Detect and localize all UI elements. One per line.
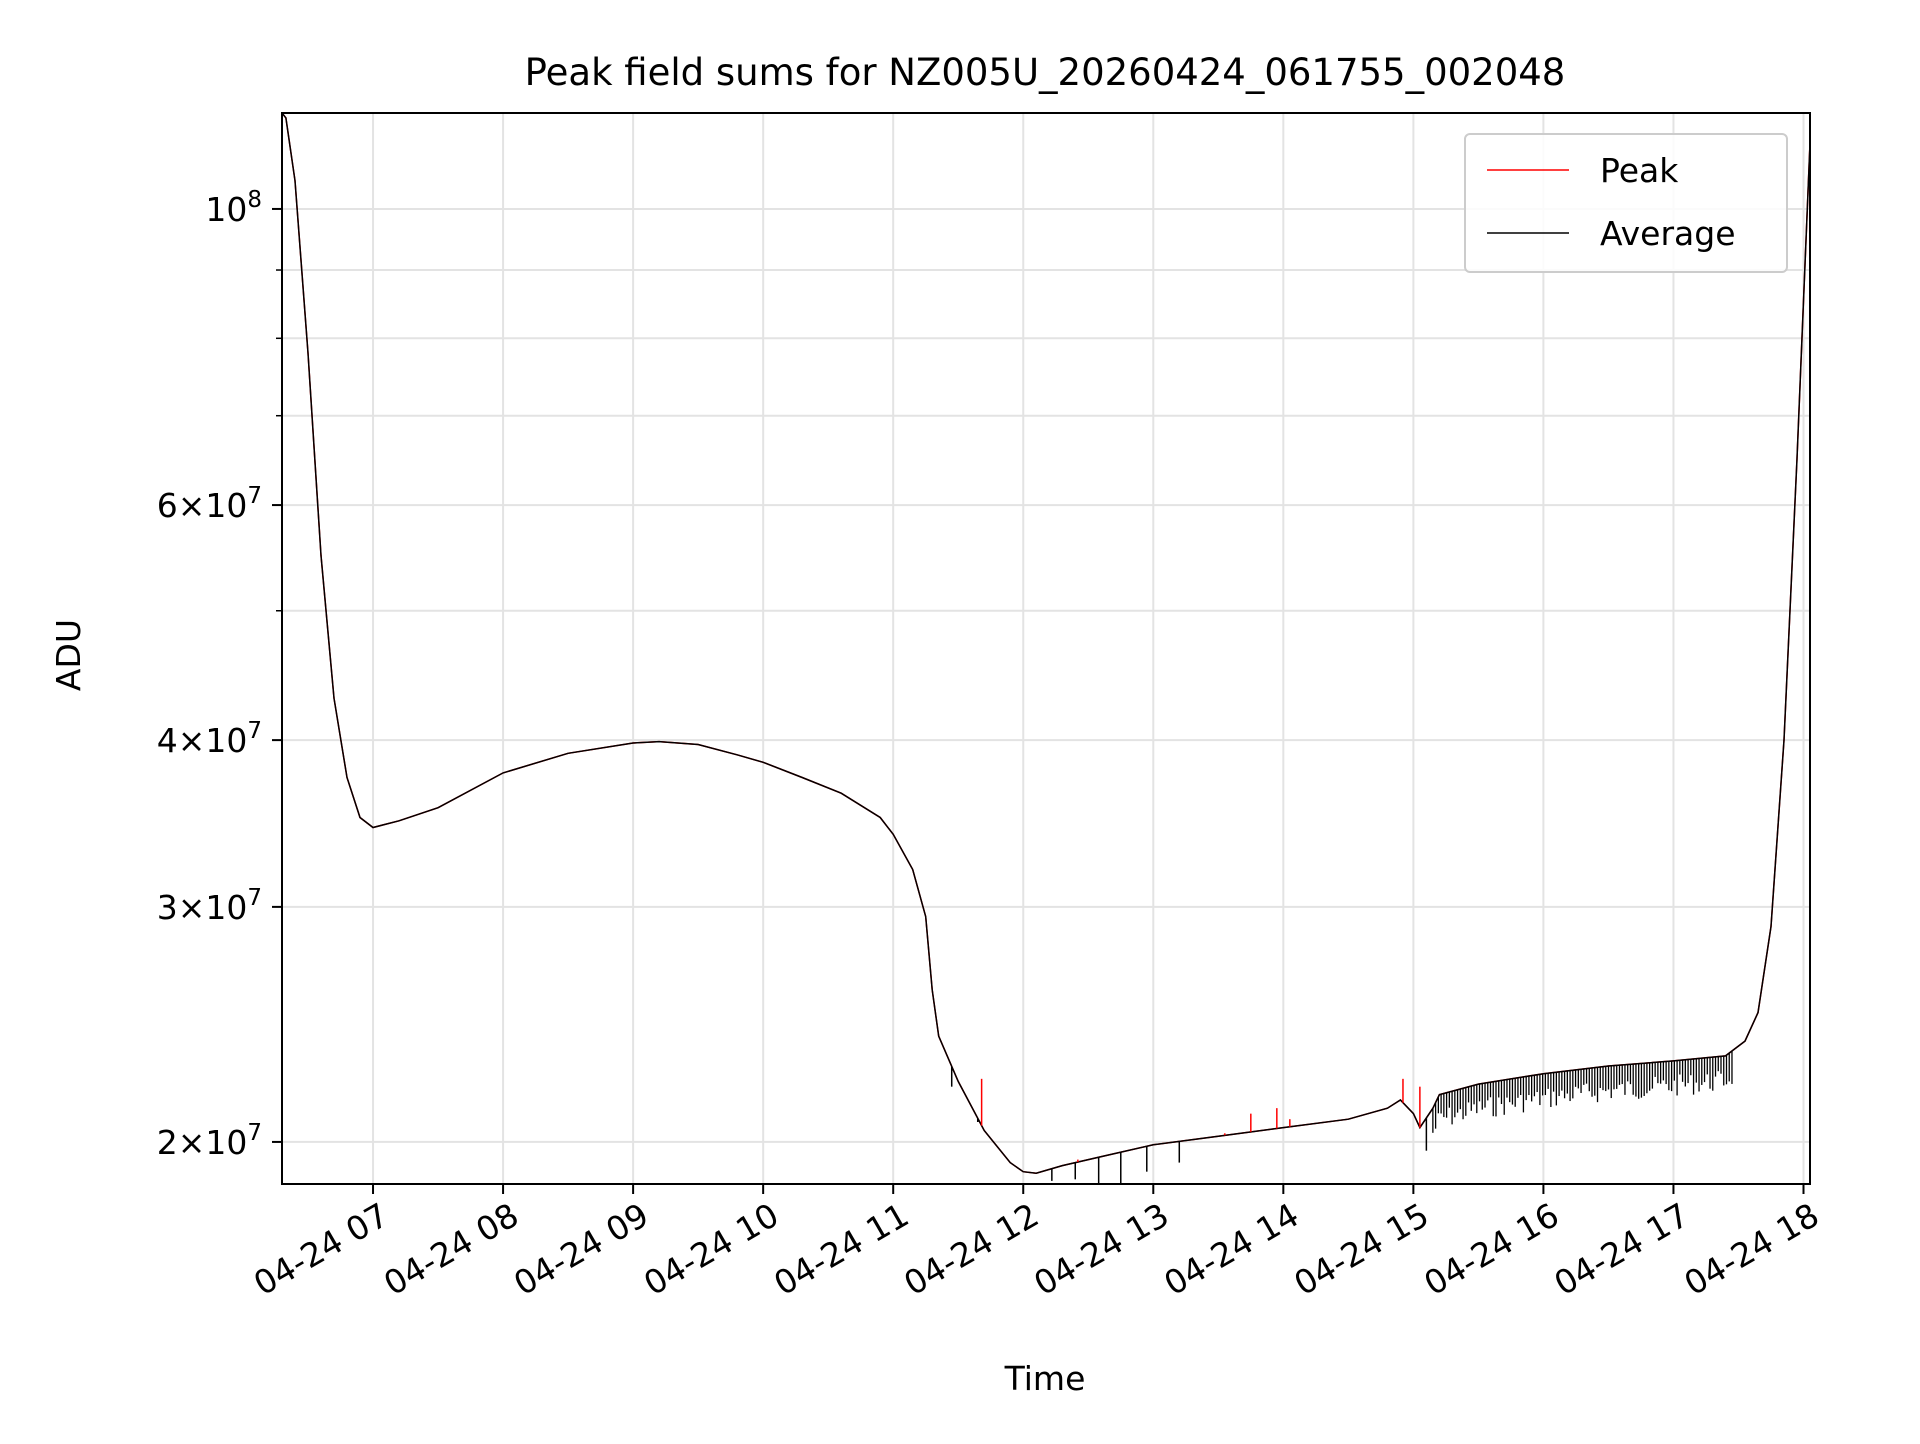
legend: Peak Average — [1464, 133, 1788, 273]
y-axis-label: ADU — [49, 619, 88, 691]
series-line-average — [282, 113, 1810, 1174]
x-axis-label: Time — [1004, 1359, 1086, 1398]
y-tick-label: 4×107 — [157, 718, 262, 760]
legend-average-label: Average — [1600, 214, 1736, 253]
y-axis: 108 6×107 4×107 3×107 2×107 — [157, 187, 282, 1162]
chart-title: Peak field sums for NZ005U_20260424_0617… — [525, 51, 1566, 94]
y-tick-label: 6×107 — [157, 483, 262, 525]
legend-peak-label: Peak — [1600, 151, 1679, 190]
y-tick-label: 3×107 — [157, 885, 262, 927]
legend-box — [1464, 133, 1788, 273]
series-area — [282, 113, 1810, 1184]
y-tick-label: 108 — [205, 187, 262, 229]
y-tick-label: 2×107 — [157, 1120, 262, 1162]
plot-frame — [281, 112, 1811, 1185]
grid — [282, 113, 1810, 1184]
